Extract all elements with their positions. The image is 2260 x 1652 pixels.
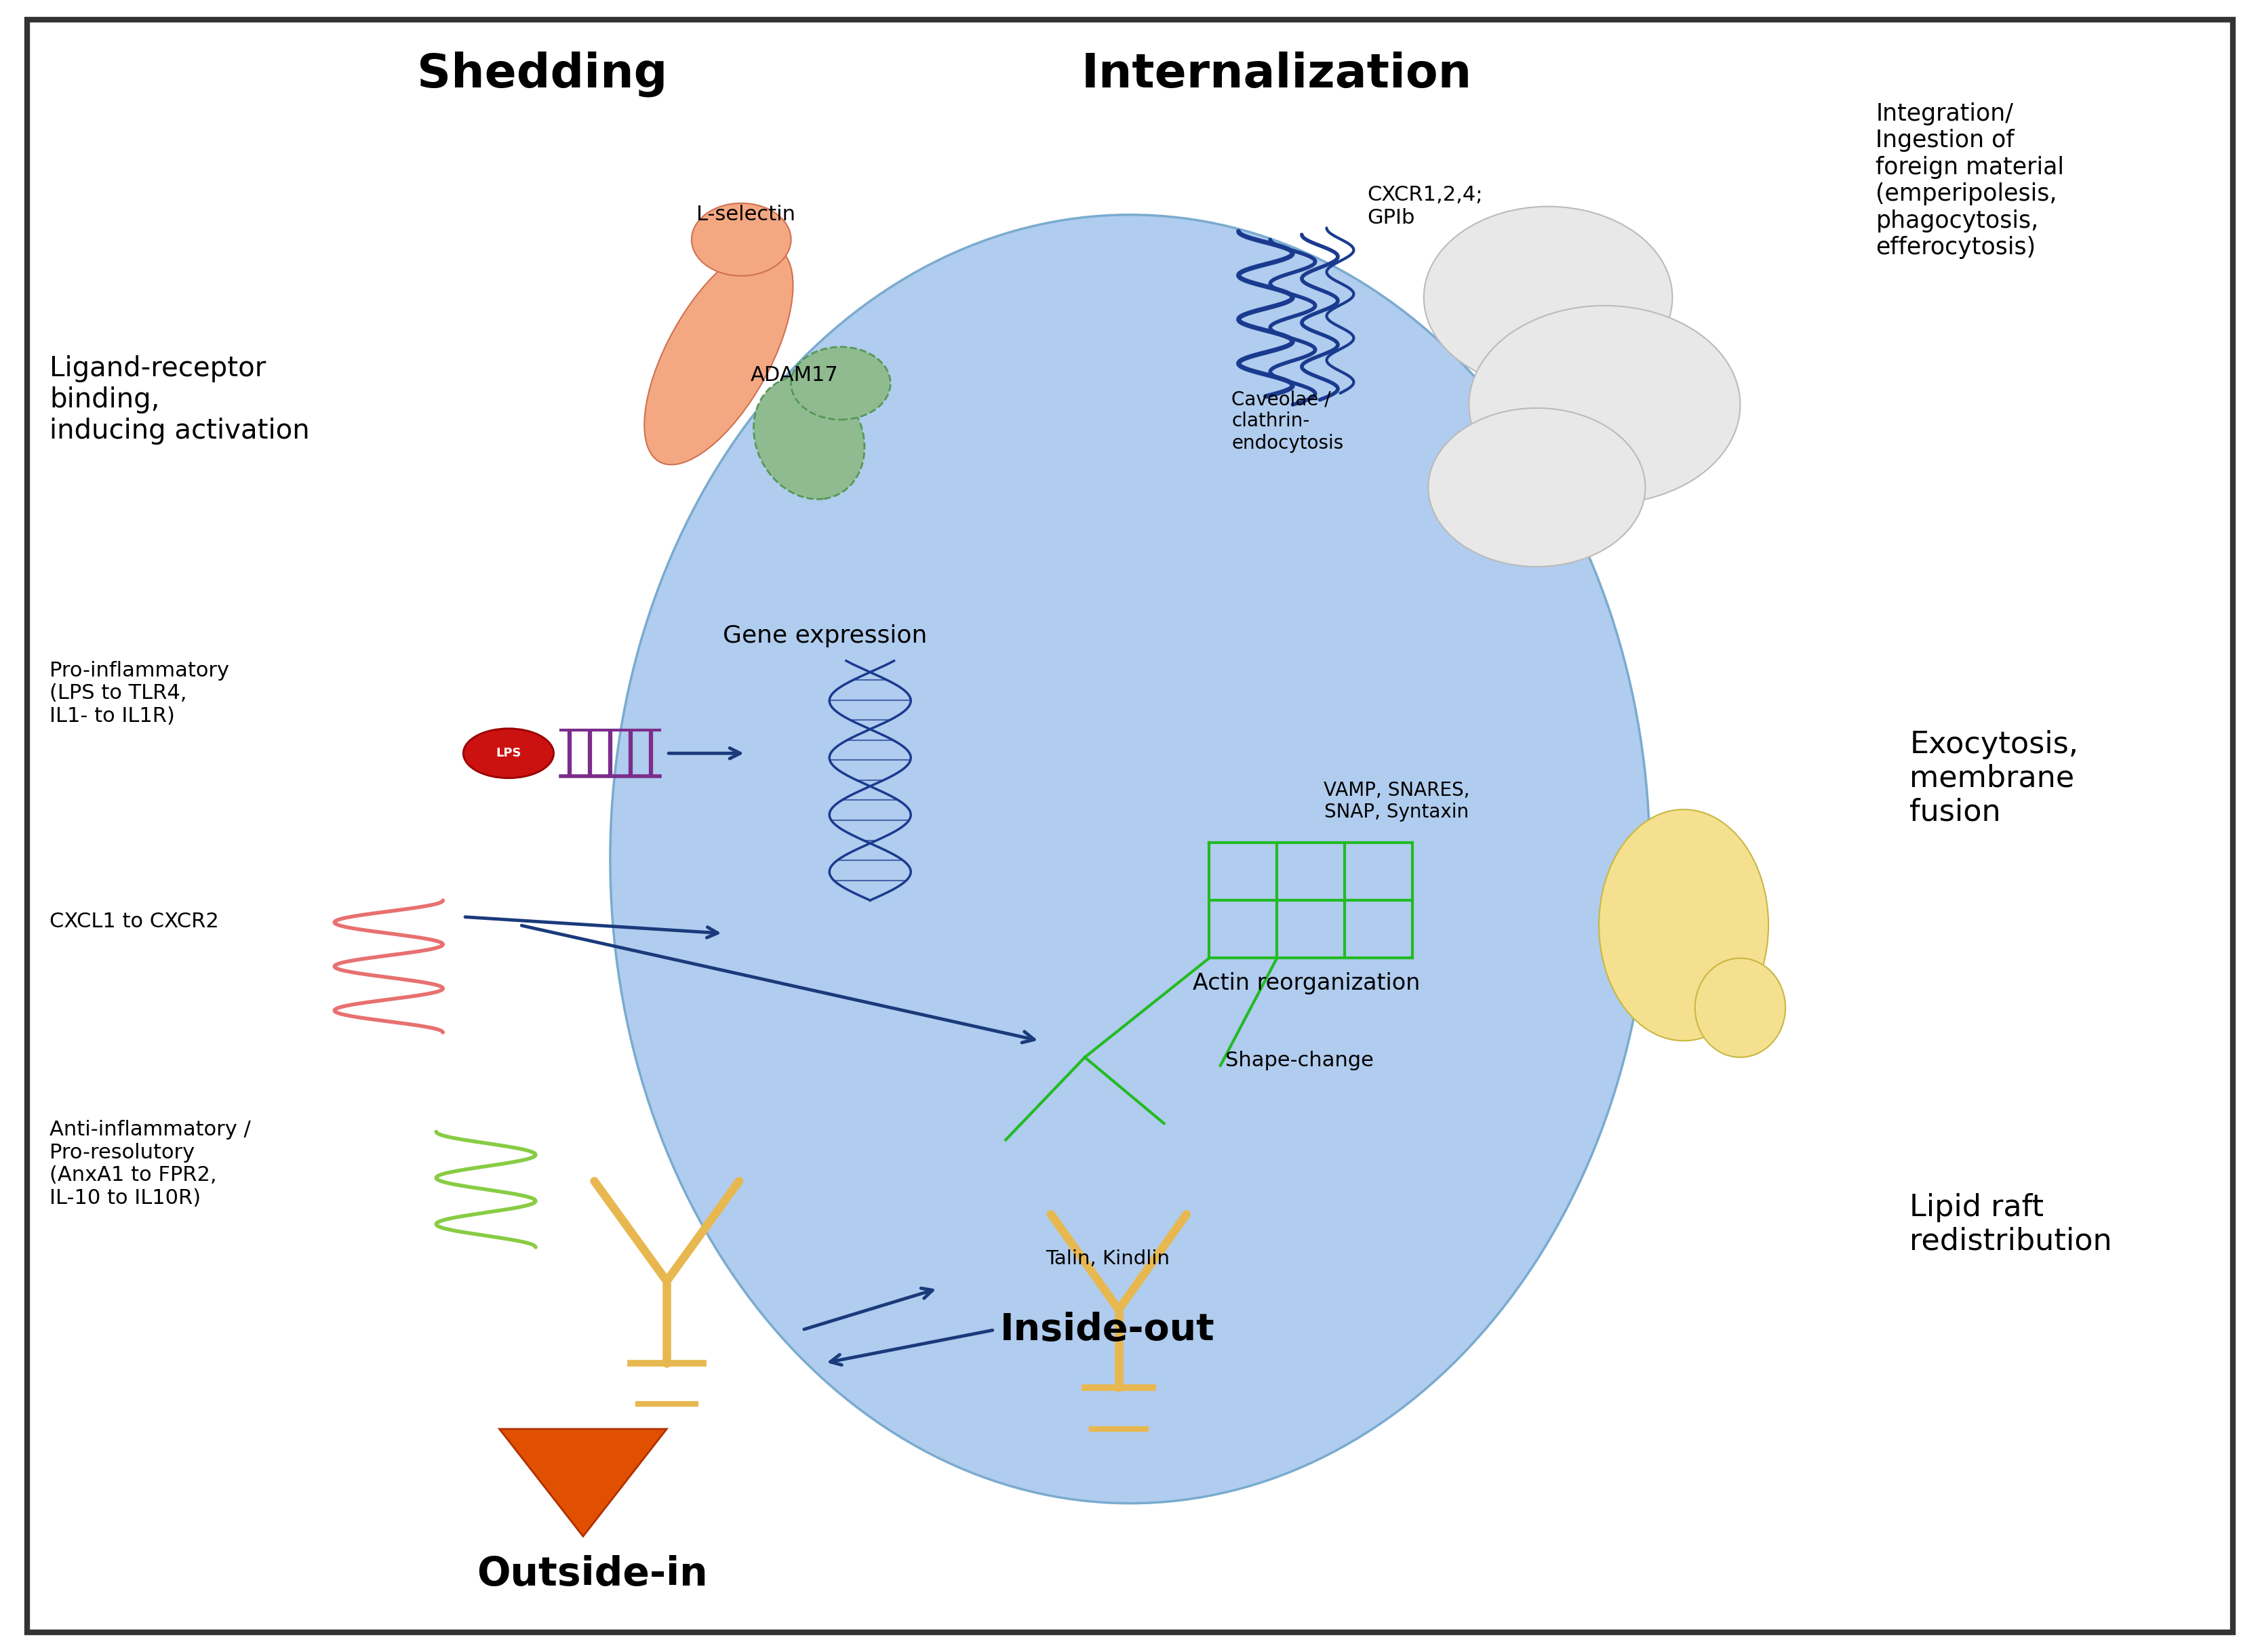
Text: Caveolae /
clathrin-
endocytosis: Caveolae / clathrin- endocytosis xyxy=(1232,390,1345,453)
Circle shape xyxy=(692,203,791,276)
Text: LPS: LPS xyxy=(495,747,522,760)
Text: Internalization: Internalization xyxy=(1083,51,1471,97)
Text: Anti-inflammatory /
Pro-resolutory
(AnxA1 to FPR2,
IL-10 to IL10R): Anti-inflammatory / Pro-resolutory (AnxA… xyxy=(50,1120,251,1208)
Circle shape xyxy=(1469,306,1740,504)
Ellipse shape xyxy=(463,729,554,778)
Text: Shedding: Shedding xyxy=(418,51,667,97)
Ellipse shape xyxy=(753,377,866,499)
Text: Shape-change: Shape-change xyxy=(1225,1051,1374,1070)
FancyBboxPatch shape xyxy=(27,20,2233,1632)
Polygon shape xyxy=(499,1429,667,1536)
Text: Outside-in: Outside-in xyxy=(477,1555,707,1594)
Text: Lipid raft
redistribution: Lipid raft redistribution xyxy=(1910,1193,2113,1256)
Text: ADAM17: ADAM17 xyxy=(750,365,838,385)
Text: Actin reorganization: Actin reorganization xyxy=(1193,971,1419,995)
Circle shape xyxy=(1428,408,1645,567)
Text: CXCL1 to CXCR2: CXCL1 to CXCR2 xyxy=(50,912,219,932)
Text: Pro-inflammatory
(LPS to TLR4,
IL1- to IL1R): Pro-inflammatory (LPS to TLR4, IL1- to I… xyxy=(50,661,231,725)
Text: CXCR1,2,4;
GPIb: CXCR1,2,4; GPIb xyxy=(1367,185,1483,228)
Circle shape xyxy=(791,347,890,420)
Circle shape xyxy=(1424,206,1672,388)
Ellipse shape xyxy=(1695,958,1785,1057)
Text: Gene expression: Gene expression xyxy=(723,624,927,648)
Text: Ligand-receptor
binding,
inducing activation: Ligand-receptor binding, inducing activa… xyxy=(50,355,310,444)
Text: Integration/
Ingestion of
foreign material
(emperipolesis,
phagocytosis,
efferoc: Integration/ Ingestion of foreign materi… xyxy=(1876,102,2063,259)
Text: Talin, Kindlin: Talin, Kindlin xyxy=(1046,1249,1168,1269)
Ellipse shape xyxy=(1598,809,1767,1041)
Text: Exocytosis,
membrane
fusion: Exocytosis, membrane fusion xyxy=(1910,730,2079,828)
Ellipse shape xyxy=(644,246,793,464)
Ellipse shape xyxy=(610,215,1650,1503)
Text: VAMP, SNARES,
SNAP, Syntaxin: VAMP, SNARES, SNAP, Syntaxin xyxy=(1324,781,1469,821)
Text: Inside-out: Inside-out xyxy=(1001,1312,1214,1348)
Text: L-selectin: L-selectin xyxy=(696,205,796,225)
